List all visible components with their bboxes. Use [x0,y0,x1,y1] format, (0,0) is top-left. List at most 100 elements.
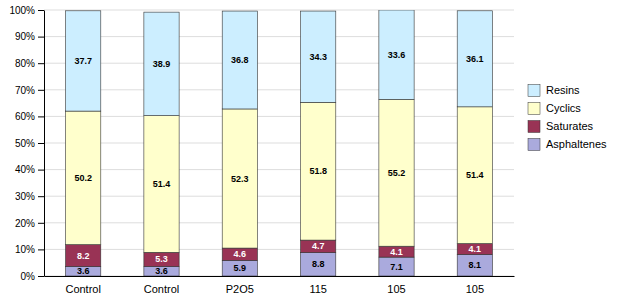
data-label: 55.2 [388,168,406,178]
series [66,253,493,276]
data-label: 38.9 [153,59,171,69]
series [66,240,493,266]
tick-mark [38,116,44,117]
bar-segment [379,10,414,99]
data-label: 3.6 [77,266,90,276]
legend-label: Asphaltenes [546,138,607,150]
bar-segment [301,253,336,276]
tick: 40% [15,164,44,175]
grid-line [44,89,514,90]
data-label: 3.6 [155,266,168,276]
grid-line [44,276,514,277]
tick-label: 115 [309,283,327,295]
bar-segment [379,246,414,257]
data-label: 8.1 [469,260,482,270]
series [66,99,493,252]
tick-mark [38,170,44,171]
bar-segment [457,254,492,276]
tick: Control [65,283,100,295]
bar-segment [144,266,179,276]
tick-label: 50% [15,138,35,149]
tick: 10% [15,244,44,255]
tick-mark [38,196,44,197]
tick: 30% [15,191,44,202]
data-label: 33.6 [388,50,406,60]
axis-line [45,276,515,277]
bar-segment [379,99,414,246]
legend-label: Cyclics [546,102,581,114]
bar-segment [301,102,336,240]
bar-segment [457,107,492,244]
series [66,10,493,116]
y-axis: 0% 10% 20% 30% 40% 50% 60% 70% 80% 90% 100% [9,5,44,282]
bar-segment [222,260,257,276]
grid-line [44,169,514,170]
data-label: 5.3 [155,254,168,264]
bar-segment [66,11,101,111]
tick: 60% [15,111,44,122]
tick: 20% [15,218,44,229]
tick-label: Control [65,283,100,295]
legend-label: Resins [546,84,580,96]
data-label: 34.3 [309,52,327,62]
data-label: 8.2 [77,251,90,261]
tick-mark [38,276,44,277]
tick: Control [144,283,179,295]
tick: 100% [9,5,44,16]
axis-line [44,11,45,277]
legend-swatch [528,102,540,114]
tick-label: 105 [466,283,484,295]
legend: Resins Cyclics Saturates Asphaltenes [528,84,607,150]
data-label: 4.6 [234,249,247,259]
tick-mark [38,63,44,64]
bar-segment [66,266,101,276]
data-labels: 3.63.65.98.87.18.18.25.34.64.74.14.150.2… [74,50,483,277]
bar-segment [144,12,179,115]
chart-container: 3.63.65.98.87.18.18.25.34.64.74.14.150.2… [0,0,624,302]
data-label: 36.1 [466,54,484,64]
plot: 3.63.65.98.87.18.18.25.34.64.74.14.150.2… [9,5,514,295]
legend-swatch [528,120,540,132]
legend-item: Cyclics [528,102,581,114]
bar-segment [301,240,336,253]
tick-label: 60% [15,111,35,122]
tick: 115 [309,283,327,295]
tick-mark [38,223,44,224]
tick: 105 [466,283,484,295]
legend-swatch [528,138,540,150]
tick: 105 [387,283,405,295]
x-axis: Control Control P2O5 115 105 105 [45,277,515,295]
data-label: 5.9 [234,263,247,273]
legend-item: Asphaltenes [528,138,607,150]
grid-line [44,10,514,11]
legend-label: Saturates [546,120,594,132]
tick: 80% [15,58,44,69]
bar-segment [222,248,257,260]
grid-line [44,196,514,197]
tick-label: 90% [15,31,35,42]
tick-label: 100% [9,5,35,16]
tick: 0% [21,271,44,282]
data-label: 51.8 [309,166,327,176]
bar-segment [301,11,336,102]
legend-item: Saturates [528,120,594,132]
data-label: 7.1 [390,262,403,272]
tick-label: 20% [15,218,35,229]
tick-label: Control [144,283,179,295]
tick-label: P2O5 [226,283,254,295]
data-label: 4.1 [469,244,482,254]
data-label: 4.1 [390,247,403,257]
tick-label: 40% [15,164,35,175]
tick: 70% [15,85,44,96]
grid-line [44,143,514,144]
grid-line [44,63,514,64]
data-label: 50.2 [74,173,92,183]
bar-segment [457,244,492,255]
tick-mark [38,37,44,38]
tick: 50% [15,138,44,149]
bar-segment [144,252,179,266]
data-label: 36.8 [231,55,249,65]
grid [44,10,514,276]
tick-label: 80% [15,58,35,69]
tick-label: 105 [387,283,405,295]
